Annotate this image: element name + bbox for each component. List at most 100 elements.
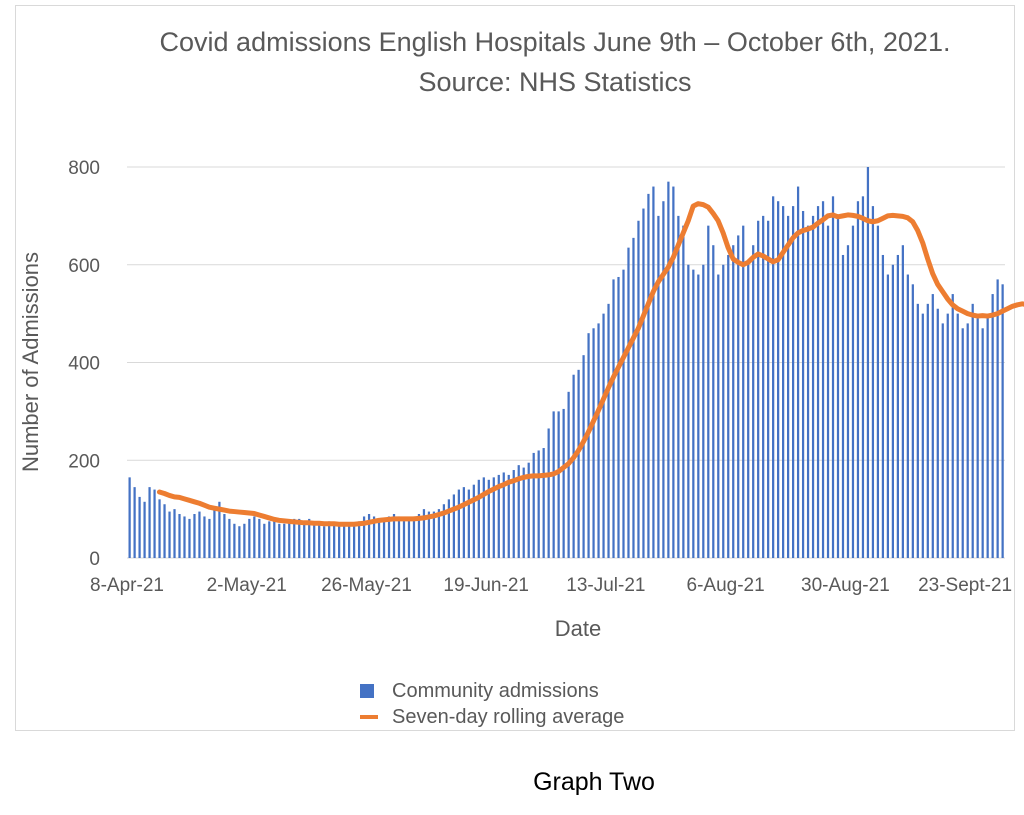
bar bbox=[891, 264, 894, 558]
bar bbox=[158, 499, 161, 558]
bar bbox=[457, 489, 460, 558]
bar bbox=[288, 521, 291, 558]
bar bbox=[432, 511, 436, 558]
bar bbox=[881, 254, 885, 558]
bar bbox=[637, 220, 640, 558]
bar bbox=[622, 269, 625, 558]
bar bbox=[542, 448, 545, 558]
bar bbox=[782, 206, 785, 558]
x-tick-label: 13-Jul-21 bbox=[566, 575, 645, 596]
bar bbox=[956, 313, 959, 559]
bar bbox=[203, 516, 206, 558]
bar bbox=[821, 201, 825, 558]
bar bbox=[497, 474, 500, 558]
bar bbox=[657, 215, 660, 559]
bar bbox=[722, 264, 725, 558]
bar bbox=[318, 523, 321, 558]
bar bbox=[213, 509, 216, 559]
bar bbox=[652, 186, 655, 559]
bar bbox=[861, 196, 865, 558]
x-tick-label: 23-Sept-21 bbox=[918, 575, 1012, 596]
bar bbox=[871, 206, 875, 558]
bar bbox=[737, 235, 740, 558]
bar bbox=[592, 328, 595, 558]
x-tick-label: 30-Aug-21 bbox=[801, 575, 890, 596]
bar bbox=[128, 477, 131, 558]
bar bbox=[647, 193, 650, 558]
bar bbox=[757, 220, 760, 558]
bar bbox=[487, 479, 490, 558]
bar bbox=[253, 516, 256, 558]
bar bbox=[961, 328, 964, 558]
y-tick-label: 600 bbox=[68, 256, 100, 277]
bar bbox=[427, 511, 431, 558]
bar bbox=[617, 276, 620, 558]
bar bbox=[931, 294, 934, 558]
bar bbox=[981, 328, 984, 558]
bar bbox=[692, 269, 695, 558]
y-axis-title: Number of Admissions bbox=[18, 252, 43, 472]
bar bbox=[537, 450, 540, 558]
bar bbox=[752, 245, 755, 558]
bar bbox=[138, 496, 141, 558]
bar bbox=[662, 201, 665, 558]
bar bbox=[352, 523, 356, 558]
bar bbox=[552, 411, 555, 559]
bar bbox=[876, 225, 880, 558]
bar bbox=[976, 318, 979, 558]
bar bbox=[512, 470, 515, 558]
bar bbox=[1001, 284, 1004, 558]
bar bbox=[248, 518, 251, 558]
bar bbox=[303, 523, 306, 558]
bar bbox=[597, 323, 600, 558]
bar bbox=[452, 494, 455, 558]
bar bbox=[587, 333, 590, 558]
bar bbox=[732, 245, 735, 558]
bar bbox=[772, 196, 775, 558]
bar bbox=[677, 215, 680, 559]
bar bbox=[602, 313, 605, 559]
bar bbox=[462, 487, 465, 558]
bar bbox=[672, 186, 675, 559]
bar bbox=[926, 303, 929, 558]
bar bbox=[477, 479, 480, 558]
bar bbox=[901, 245, 904, 558]
y-tick-labels: 0 200 400 600 800 bbox=[68, 158, 100, 570]
bar bbox=[308, 518, 311, 558]
bar bbox=[208, 518, 211, 558]
bar bbox=[991, 294, 994, 558]
bar bbox=[333, 523, 336, 558]
bar bbox=[268, 521, 271, 558]
figure-caption: Graph Two bbox=[533, 768, 655, 796]
bar bbox=[577, 369, 580, 558]
bar bbox=[896, 254, 899, 558]
bar bbox=[971, 303, 974, 558]
bar bbox=[582, 355, 585, 558]
legend-bar-swatch bbox=[360, 684, 374, 698]
bar bbox=[667, 181, 670, 558]
bar bbox=[941, 323, 944, 558]
bar bbox=[642, 208, 645, 559]
bar bbox=[572, 374, 575, 558]
bar bbox=[986, 313, 989, 559]
bar bbox=[228, 518, 231, 558]
bar bbox=[392, 514, 396, 558]
bar bbox=[283, 523, 286, 558]
bar bbox=[148, 487, 151, 558]
bar bbox=[682, 225, 685, 558]
bar bbox=[198, 511, 201, 558]
bar bbox=[507, 474, 510, 558]
legend: Community admissions Seven-day rolling a… bbox=[360, 678, 624, 730]
x-tick-label: 26-May-21 bbox=[321, 575, 412, 596]
bar bbox=[218, 501, 221, 558]
bar bbox=[697, 274, 700, 558]
bar bbox=[727, 254, 730, 558]
bar bbox=[811, 215, 815, 559]
bar bbox=[612, 279, 615, 558]
bar bbox=[417, 514, 421, 558]
x-tick-label: 19-Jun-21 bbox=[443, 575, 529, 596]
bar bbox=[173, 509, 176, 559]
bar bbox=[387, 516, 391, 558]
bar bbox=[906, 274, 909, 558]
bar bbox=[357, 521, 361, 558]
